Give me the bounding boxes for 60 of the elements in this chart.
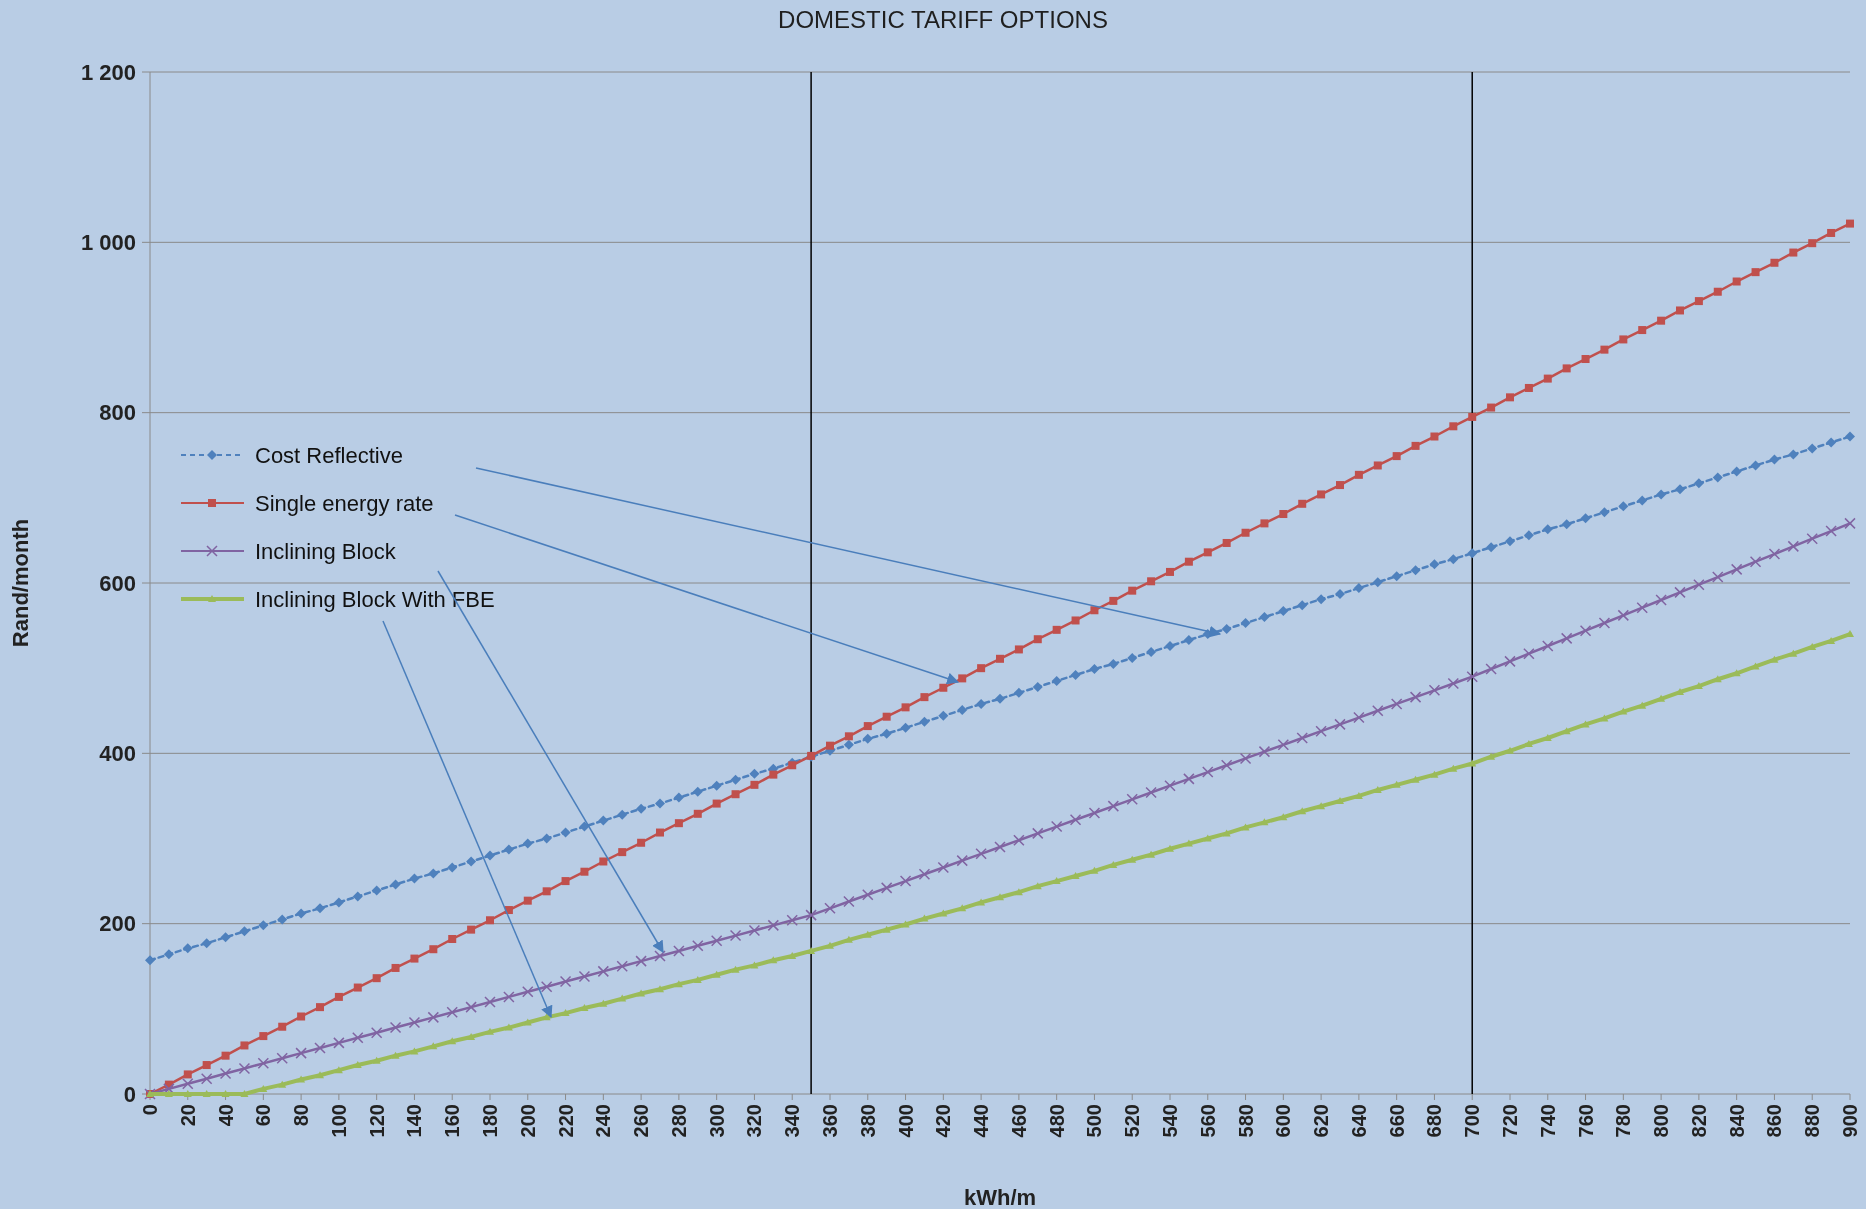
x-tick-label: 0	[139, 1104, 161, 1116]
x-tick-label: 300	[705, 1104, 728, 1138]
chart-title: DOMESTIC TARIFF OPTIONS	[778, 6, 1108, 33]
legend-label: Inclining Block	[255, 538, 397, 564]
legend-label: Cost Reflective	[255, 442, 403, 468]
x-tick-label: 680	[1423, 1104, 1446, 1138]
x-tick-label: 580	[1234, 1104, 1257, 1138]
x-tick-label: 140	[403, 1104, 426, 1138]
x-tick-label: 240	[592, 1104, 615, 1138]
x-tick-label: 880	[1801, 1104, 1824, 1138]
x-tick-label: 40	[214, 1104, 237, 1127]
x-tick-label: 760	[1574, 1104, 1597, 1138]
x-tick-label: 220	[554, 1104, 577, 1138]
x-tick-label: 640	[1347, 1104, 1370, 1138]
x-tick-label: 540	[1159, 1104, 1181, 1138]
x-tick-label: 720	[1499, 1104, 1521, 1138]
x-tick-label: 480	[1045, 1104, 1068, 1138]
x-tick-label: 780	[1612, 1104, 1635, 1138]
legend-label: Single energy rate	[255, 490, 434, 516]
x-tick-label: 20	[176, 1104, 199, 1127]
x-tick-label: 840	[1725, 1104, 1748, 1138]
x-tick-label: 460	[1007, 1104, 1030, 1138]
y-tick-label: 400	[99, 741, 136, 767]
x-tick-label: 500	[1083, 1104, 1106, 1138]
x-tick-label: 360	[819, 1104, 841, 1138]
x-tick-label: 600	[1272, 1104, 1295, 1138]
x-tick-label: 440	[970, 1104, 993, 1138]
x-tick-label: 100	[327, 1104, 350, 1138]
x-tick-label: 340	[781, 1104, 804, 1138]
x-tick-label: 700	[1461, 1104, 1484, 1138]
y-tick-label: 200	[99, 911, 136, 937]
x-tick-label: 620	[1310, 1104, 1333, 1138]
x-tick-label: 740	[1536, 1104, 1559, 1138]
x-tick-label: 120	[365, 1104, 388, 1138]
y-axis-title: Rand/month	[8, 518, 33, 648]
x-tick-label: 520	[1121, 1104, 1144, 1138]
x-axis-title: kWh/m	[963, 1185, 1037, 1209]
x-tick-label: 900	[1839, 1104, 1861, 1138]
x-tick-label: 860	[1763, 1104, 1786, 1138]
x-tick-label: 660	[1385, 1104, 1408, 1138]
x-tick-label: 800	[1650, 1104, 1673, 1138]
x-tick-label: 80	[290, 1104, 313, 1127]
x-tick-label: 200	[516, 1104, 539, 1138]
x-tick-label: 260	[630, 1104, 653, 1138]
x-tick-label: 420	[932, 1104, 955, 1138]
x-tick-label: 320	[743, 1104, 766, 1138]
legend-label: Inclining Block With FBE	[255, 586, 495, 612]
x-tick-label: 280	[667, 1104, 690, 1138]
x-tick-label: 400	[894, 1104, 917, 1138]
x-tick-label: 60	[252, 1104, 275, 1127]
y-tick-label: 0	[123, 1081, 136, 1107]
y-tick-label: 600	[99, 570, 136, 596]
x-tick-label: 180	[479, 1104, 501, 1138]
y-tick-label: 800	[99, 400, 136, 426]
y-tick-label: 1 200	[80, 59, 136, 85]
y-tick-label: 1 000	[80, 230, 136, 256]
x-tick-label: 380	[856, 1104, 879, 1138]
x-tick-label: 820	[1687, 1104, 1710, 1138]
x-tick-label: 160	[441, 1104, 464, 1138]
x-tick-label: 560	[1196, 1104, 1219, 1138]
